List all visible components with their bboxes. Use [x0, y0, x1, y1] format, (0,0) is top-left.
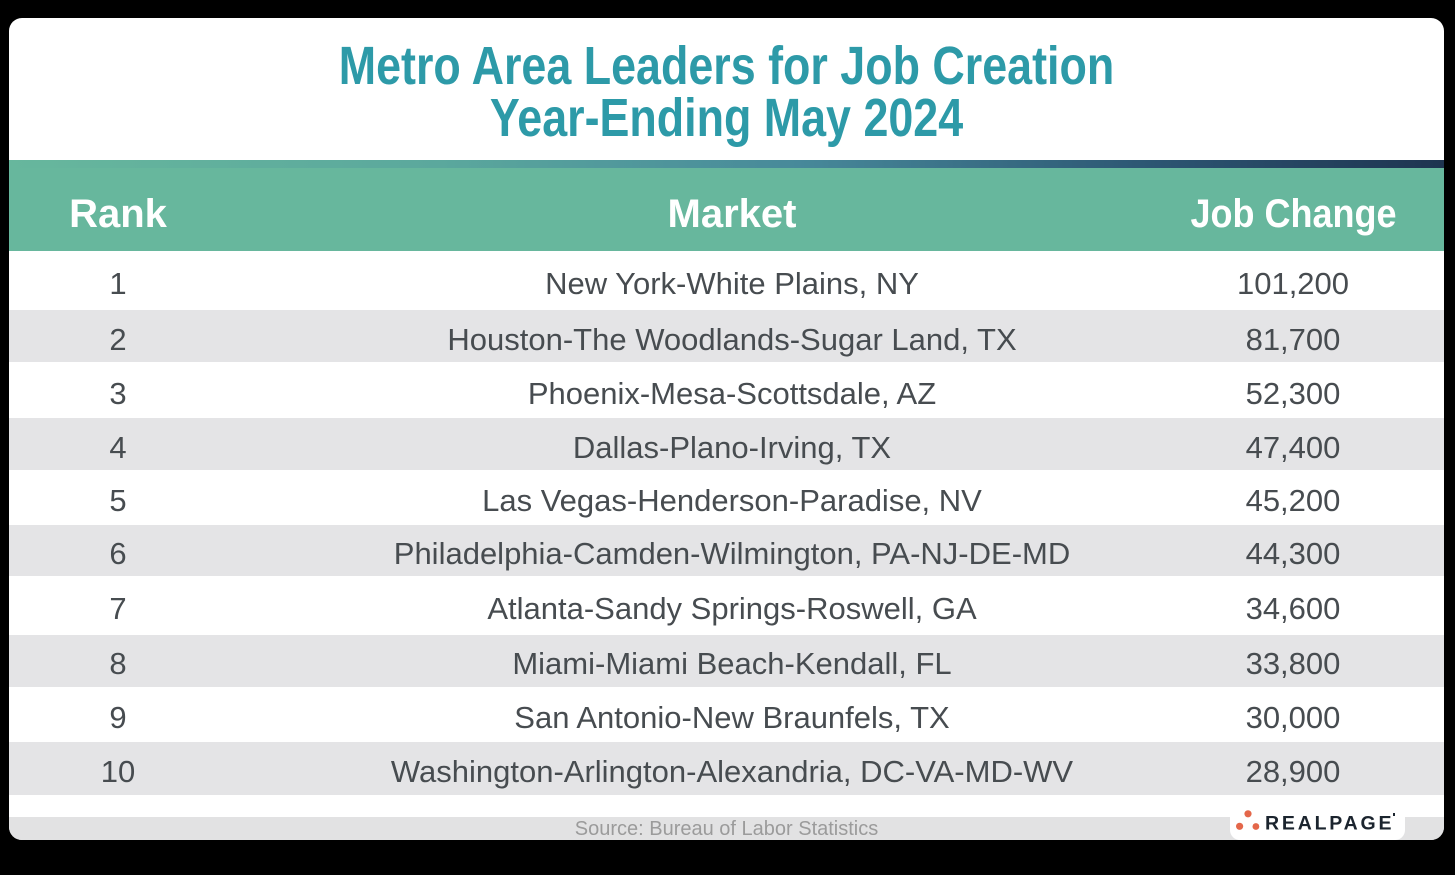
svg-text:REALPAGE: REALPAGE [1265, 813, 1394, 835]
